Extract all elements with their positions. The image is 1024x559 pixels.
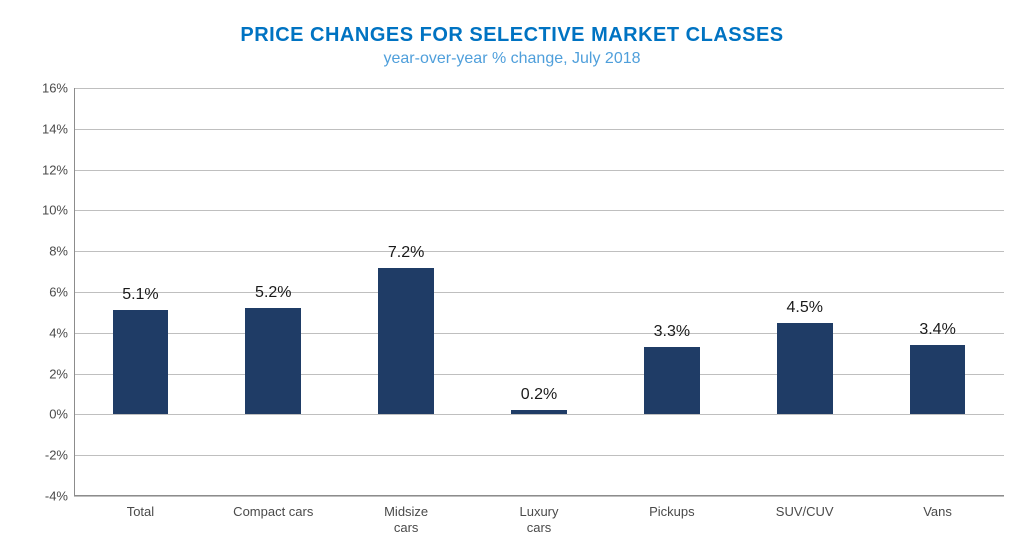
y-axis bbox=[74, 88, 75, 496]
plot-area: -4%-2%0%2%4%6%8%10%12%14%16%5.1%Total5.2… bbox=[74, 88, 1004, 496]
gridline bbox=[74, 414, 1004, 415]
y-tick-label: -4% bbox=[45, 489, 74, 504]
gridline bbox=[74, 170, 1004, 171]
chart-container: PRICE CHANGES FOR SELECTIVE MARKET CLASS… bbox=[0, 0, 1024, 559]
bar-value-label: 5.2% bbox=[255, 284, 291, 302]
bar-value-label: 3.4% bbox=[919, 321, 955, 339]
x-tick-label: Compact cars bbox=[233, 496, 313, 520]
y-tick-label: 10% bbox=[42, 203, 74, 218]
gridline bbox=[74, 129, 1004, 130]
y-tick-label: -2% bbox=[45, 448, 74, 463]
x-tick-label: Luxury cars bbox=[519, 496, 558, 535]
bar bbox=[113, 310, 169, 414]
bar bbox=[644, 347, 700, 414]
gridline bbox=[74, 88, 1004, 89]
gridline bbox=[74, 251, 1004, 252]
bar-value-label: 4.5% bbox=[786, 299, 822, 317]
y-tick-label: 2% bbox=[49, 366, 74, 381]
x-tick-label: SUV/CUV bbox=[776, 496, 834, 520]
bar-value-label: 0.2% bbox=[521, 386, 557, 404]
bar bbox=[910, 345, 966, 414]
bar-value-label: 3.3% bbox=[654, 323, 690, 341]
bar bbox=[777, 323, 833, 415]
chart-title: PRICE CHANGES FOR SELECTIVE MARKET CLASS… bbox=[0, 24, 1024, 47]
gridline bbox=[74, 210, 1004, 211]
chart-subtitle: year-over-year % change, July 2018 bbox=[0, 50, 1024, 68]
bar bbox=[511, 410, 567, 414]
y-tick-label: 0% bbox=[49, 407, 74, 422]
y-tick-label: 4% bbox=[49, 325, 74, 340]
x-tick-label: Total bbox=[127, 496, 154, 520]
gridline bbox=[74, 333, 1004, 334]
x-tick-label: Pickups bbox=[649, 496, 695, 520]
x-tick-label: Midsize cars bbox=[384, 496, 428, 535]
gridline bbox=[74, 292, 1004, 293]
y-tick-label: 6% bbox=[49, 285, 74, 300]
y-tick-label: 16% bbox=[42, 81, 74, 96]
y-tick-label: 12% bbox=[42, 162, 74, 177]
y-tick-label: 14% bbox=[42, 121, 74, 136]
bar-value-label: 5.1% bbox=[122, 286, 158, 304]
bar bbox=[378, 268, 434, 415]
bar bbox=[245, 308, 301, 414]
x-tick-label: Vans bbox=[923, 496, 952, 520]
y-tick-label: 8% bbox=[49, 244, 74, 259]
gridline bbox=[74, 374, 1004, 375]
bar-value-label: 7.2% bbox=[388, 244, 424, 262]
gridline bbox=[74, 455, 1004, 456]
